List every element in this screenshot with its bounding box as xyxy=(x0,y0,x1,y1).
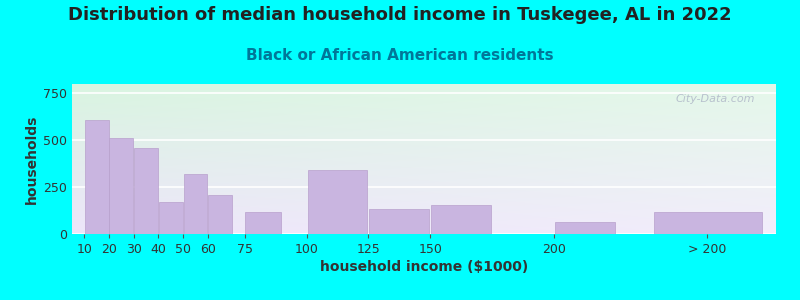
Bar xyxy=(110,138,134,234)
Bar xyxy=(654,212,762,234)
Bar xyxy=(246,212,282,234)
Bar xyxy=(208,195,232,234)
Bar xyxy=(85,120,109,234)
Bar xyxy=(431,205,491,234)
Text: City-Data.com: City-Data.com xyxy=(675,94,755,104)
Bar xyxy=(370,209,430,234)
Bar xyxy=(159,202,182,234)
Bar xyxy=(134,148,158,234)
Text: Black or African American residents: Black or African American residents xyxy=(246,48,554,63)
Bar xyxy=(554,222,614,234)
Text: Distribution of median household income in Tuskegee, AL in 2022: Distribution of median household income … xyxy=(68,6,732,24)
Bar xyxy=(307,170,367,234)
Bar xyxy=(183,174,207,234)
Y-axis label: households: households xyxy=(25,114,39,204)
X-axis label: household income ($1000): household income ($1000) xyxy=(320,260,528,274)
